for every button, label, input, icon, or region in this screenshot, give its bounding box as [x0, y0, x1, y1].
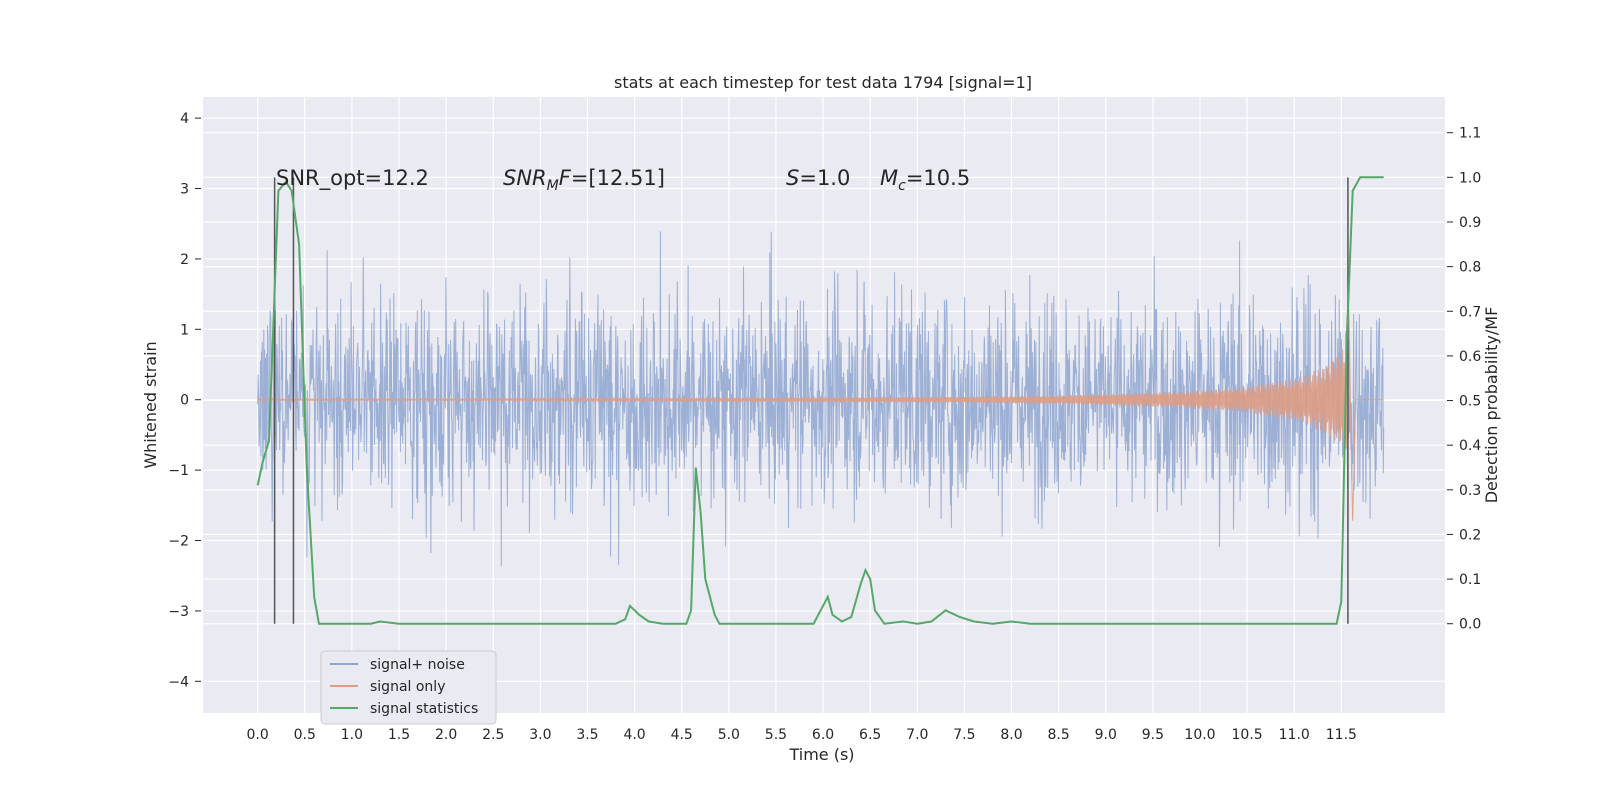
x-tick-label: 3.0 — [529, 727, 551, 743]
annotation-mc-value: Mc=10.5 — [880, 166, 970, 194]
x-tick-label: 2.5 — [482, 727, 504, 743]
y-right-tick-label: 0.8 — [1459, 260, 1481, 276]
x-tick-label: 11.0 — [1279, 727, 1310, 743]
x-tick-label: 9.0 — [1095, 727, 1117, 743]
line-signal-noise — [257, 231, 1385, 567]
y-left-tick-label: −2 — [168, 534, 189, 550]
legend-label-signal-statistics: signal statistics — [370, 701, 478, 717]
x-tick-label: 1.5 — [388, 727, 410, 743]
x-tick-label: 7.5 — [953, 727, 975, 743]
x-tick-label: 6.5 — [859, 727, 881, 743]
annotation-snr-opt: SNR_opt=12.2 — [276, 166, 429, 191]
y-right-tick-label: 0.9 — [1459, 215, 1481, 231]
x-tick-label: 4.5 — [671, 727, 693, 743]
y-left-tick-label: 1 — [180, 322, 189, 338]
y-left-tick-label: −3 — [168, 604, 189, 620]
y-right-tick-label: 0.5 — [1459, 394, 1481, 410]
y-axis-right-ticks: 1.1 1.0 0.9 0.8 0.7 0.6 0.5 0.4 0.3 0.2 0.1 0.0 — [1447, 126, 1481, 633]
x-tick-label: 5.0 — [718, 727, 740, 743]
x-tick-label: 7.0 — [906, 727, 928, 743]
y-left-tick-label: 0 — [180, 393, 189, 409]
y-right-tick-label: 1.1 — [1459, 126, 1481, 142]
y-right-tick-label: 0.7 — [1459, 304, 1481, 320]
x-tick-label: 3.5 — [576, 727, 598, 743]
y-right-tick-label: 0.1 — [1459, 572, 1481, 588]
legend: signal+ noise signal only signal statist… — [320, 650, 497, 725]
y-axis-right-label: Detection probability/MF — [1482, 307, 1501, 504]
legend-box — [320, 650, 497, 725]
y-left-tick-label: −4 — [168, 674, 189, 690]
annotation-snr-mf: SNRMF=[12.51] — [503, 166, 665, 194]
x-axis-ticks: 0.0 0.5 1.0 1.5 2.0 2.5 3.0 3.5 4.0 4.5 5.0 5.5 6.0 6… — [247, 727, 1357, 743]
y-right-tick-label: 0.2 — [1459, 527, 1481, 543]
y-right-tick-label: 0.0 — [1459, 617, 1481, 633]
x-tick-label: 9.5 — [1142, 727, 1164, 743]
x-axis-label: Time (s) — [788, 745, 854, 764]
series-signal-statistics — [256, 176, 1384, 625]
y-left-tick-label: 3 — [180, 182, 189, 198]
y-left-tick-label: −1 — [168, 463, 189, 479]
x-tick-label: 5.5 — [765, 727, 787, 743]
line-signal-statistics — [256, 176, 1384, 625]
y-axis-left-ticks: 4 3 2 1 0 −1 −2 −3 −4 — [168, 111, 201, 690]
series-signal-only — [257, 309, 1384, 521]
y-right-tick-label: 1.0 — [1459, 170, 1481, 186]
x-tick-label: 0.0 — [247, 727, 269, 743]
x-tick-label: 2.0 — [435, 727, 457, 743]
legend-label-signal-noise: signal+ noise — [370, 657, 465, 673]
annotation-s-value: S=1.0 — [786, 166, 850, 190]
y-left-tick-label: 4 — [180, 111, 189, 127]
x-tick-label: 10.5 — [1232, 727, 1263, 743]
x-tick-label: 8.5 — [1048, 727, 1070, 743]
y-right-tick-label: 0.4 — [1459, 438, 1481, 454]
y-right-tick-label: 0.6 — [1459, 349, 1481, 365]
series-signal-noise — [257, 231, 1385, 567]
x-tick-label: 11.5 — [1326, 727, 1357, 743]
x-tick-label: 10.0 — [1184, 727, 1215, 743]
grid-lines — [203, 97, 1445, 713]
x-tick-label: 1.0 — [341, 727, 363, 743]
legend-label-signal-only: signal only — [370, 679, 445, 695]
x-tick-label: 4.0 — [623, 727, 645, 743]
vertical-markers — [273, 177, 1349, 624]
y-right-tick-label: 0.3 — [1459, 483, 1481, 499]
x-tick-label: 8.0 — [1000, 727, 1022, 743]
chart-title: stats at each timestep for test data 179… — [614, 73, 1032, 92]
x-tick-label: 0.5 — [294, 727, 316, 743]
line-signal-only — [257, 309, 1384, 521]
y-axis-left-label: Whitened strain — [141, 341, 160, 468]
x-tick-label: 6.0 — [812, 727, 834, 743]
annotations: SNR_opt=12.2 SNRMF=[12.51] S=1.0 Mc=10.5 — [276, 166, 970, 194]
y-left-tick-label: 2 — [180, 252, 189, 268]
